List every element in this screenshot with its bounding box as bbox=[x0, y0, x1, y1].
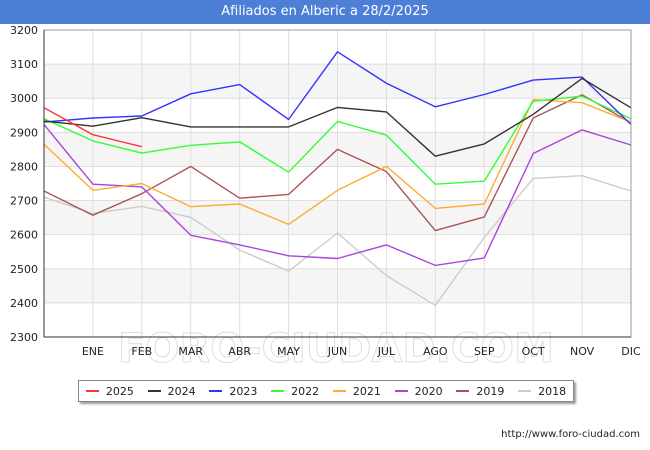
y-tick-label: 3100 bbox=[10, 58, 38, 71]
axes bbox=[43, 29, 632, 338]
y-tick-label: 2500 bbox=[10, 263, 38, 276]
x-tick-label: JUL bbox=[377, 345, 396, 358]
series-line-2023 bbox=[43, 51, 632, 126]
series-line-2022 bbox=[43, 95, 632, 185]
legend-item-2020: 2020 bbox=[394, 384, 443, 398]
legend-swatch bbox=[271, 390, 285, 392]
legend-item-2019: 2019 bbox=[456, 385, 504, 398]
y-tick-label: 2700 bbox=[10, 195, 38, 208]
chart-title: Afiliados en Alberic a 28/2/2025 bbox=[0, 0, 650, 24]
legend-label: 2022 bbox=[291, 384, 320, 398]
y-axis-tick-labels: 2300 2400 2500 2600 2700 2800 2900 3000 3100 3200 bbox=[10, 24, 38, 344]
legend-item-2023: 2023 bbox=[209, 385, 257, 398]
series-line-2025 bbox=[43, 107, 142, 148]
series-line-2019 bbox=[43, 94, 632, 232]
legend-label: 2023 bbox=[229, 384, 258, 398]
legend-item-2025: 2025 bbox=[85, 384, 134, 398]
x-tick-label: FEB bbox=[131, 345, 152, 358]
legend-label: 2025 bbox=[105, 384, 134, 398]
legend-item-2018: 2018 bbox=[518, 385, 566, 398]
x-tick-label: OCT bbox=[522, 345, 545, 358]
x-tick-label: AGO bbox=[423, 345, 448, 358]
legend-swatch bbox=[85, 390, 99, 392]
x-tick-label: SEP bbox=[474, 345, 495, 358]
legend-label: 2021 bbox=[352, 384, 381, 398]
y-tick-label: 2800 bbox=[10, 160, 38, 173]
x-tick-label: ENE bbox=[82, 345, 104, 358]
y-tick-label: 3200 bbox=[10, 24, 38, 37]
legend-swatch bbox=[209, 390, 223, 392]
legend-item-2022: 2022 bbox=[271, 385, 319, 398]
legend-label: 2020 bbox=[414, 384, 443, 398]
legend-item-2024: 2024 bbox=[147, 384, 196, 398]
series-line-2024 bbox=[43, 77, 632, 157]
x-tick-label: ABR bbox=[228, 345, 251, 358]
legend-swatch bbox=[456, 390, 470, 392]
source-url: http://www.foro-ciudad.com bbox=[501, 429, 640, 440]
x-tick-label: MAR bbox=[178, 345, 203, 358]
legend-label: 2024 bbox=[167, 384, 196, 398]
series-lines bbox=[43, 51, 632, 306]
x-tick-label: MAY bbox=[277, 345, 300, 358]
legend-label: 2019 bbox=[476, 384, 505, 398]
x-tick-label: NOV bbox=[570, 345, 595, 358]
series-line-2018 bbox=[43, 174, 632, 306]
legend-swatch bbox=[394, 390, 408, 392]
y-tick-label: 2900 bbox=[10, 126, 38, 139]
series-line-2021 bbox=[43, 98, 632, 226]
legend-swatch bbox=[147, 390, 161, 392]
y-tick-label: 3000 bbox=[10, 92, 38, 105]
legend-item-2021: 2021 bbox=[332, 384, 381, 398]
legend-label: 2018 bbox=[538, 384, 567, 398]
series-line-2020 bbox=[43, 124, 632, 267]
y-tick-label: 2300 bbox=[10, 331, 38, 344]
x-tick-label: JUN bbox=[327, 345, 348, 358]
legend-swatch bbox=[332, 390, 346, 392]
legend: 2025 2024 2023 2022 2021 2020 2019 2018 bbox=[78, 380, 574, 402]
y-tick-label: 2400 bbox=[10, 297, 38, 310]
y-tick-label: 2600 bbox=[10, 229, 38, 242]
x-axis-tick-labels: ENE FEB MAR ABR MAY JUN JUL AGO SEP OCT NOV DIC bbox=[82, 345, 641, 358]
legend-swatch bbox=[518, 390, 532, 392]
x-tick-label: DIC bbox=[621, 345, 641, 358]
